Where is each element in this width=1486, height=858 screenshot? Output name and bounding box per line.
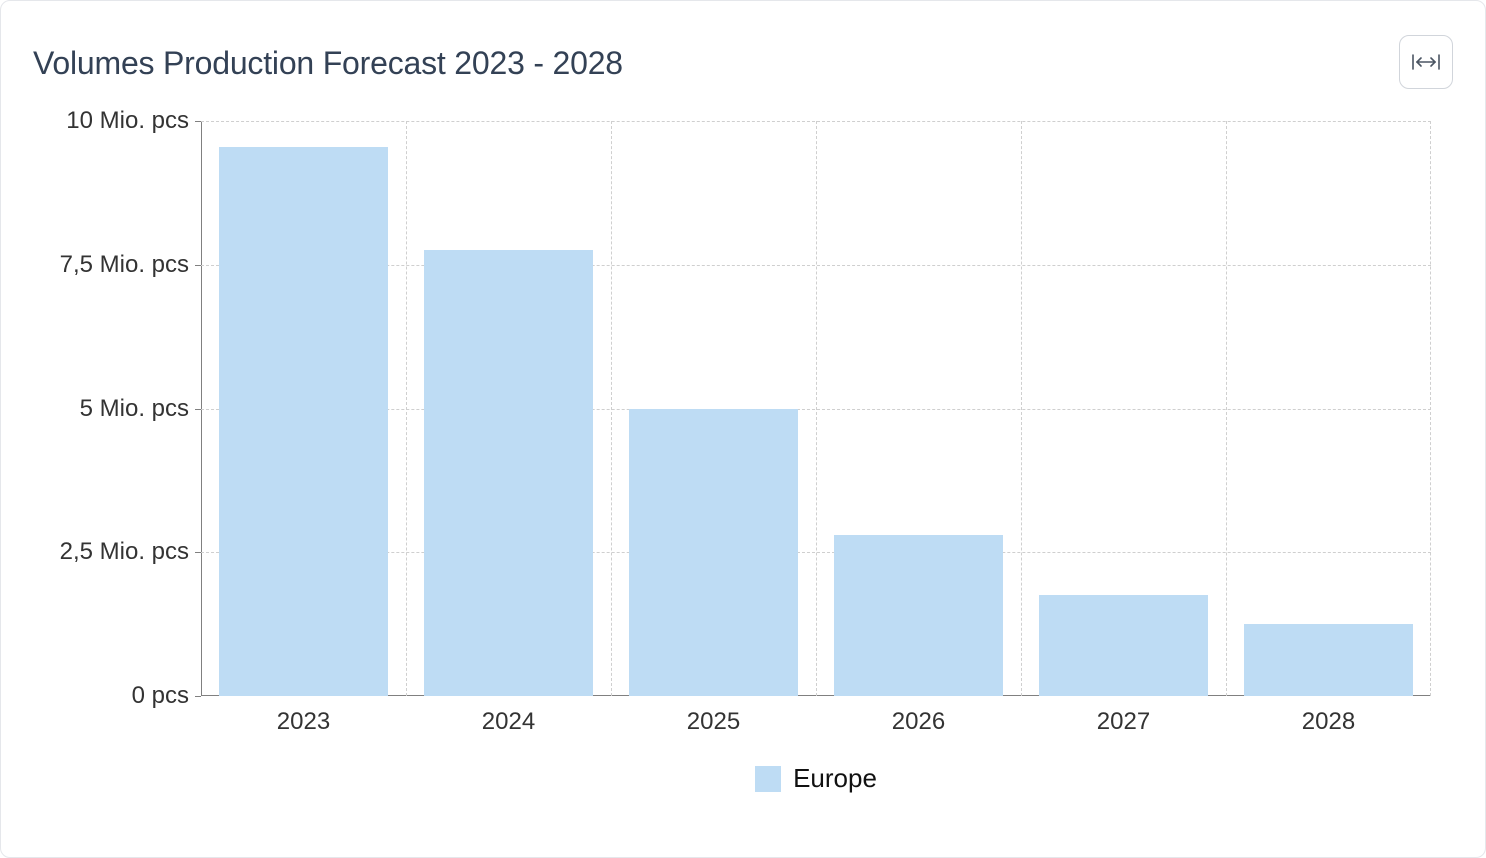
grid-line-vertical (816, 121, 817, 696)
x-axis-label: 2028 (1302, 708, 1355, 736)
bar (1244, 624, 1412, 696)
chart-plot-area: 0 pcs2,5 Mio. pcs5 Mio. pcs7,5 Mio. pcs1… (201, 121, 1431, 696)
y-axis-label: 10 Mio. pcs (66, 107, 189, 135)
zoom-horizontal-button[interactable] (1399, 35, 1453, 89)
grid-line-vertical (611, 121, 612, 696)
bar (219, 147, 387, 696)
y-axis-label: 7,5 Mio. pcs (60, 251, 189, 279)
x-axis-label: 2026 (892, 708, 945, 736)
y-axis-tick (195, 552, 201, 553)
horizontal-zoom-icon (1412, 52, 1440, 72)
chart-legend: Europe (201, 763, 1431, 794)
bar (1039, 595, 1207, 696)
legend-label: Europe (793, 763, 877, 794)
legend-swatch (755, 766, 781, 792)
chart-title: Volumes Production Forecast 2023 - 2028 (33, 45, 623, 82)
grid-line-vertical (1226, 121, 1227, 696)
bar (834, 535, 1002, 696)
y-axis-tick (195, 121, 201, 122)
grid-line-vertical (406, 121, 407, 696)
x-axis-label: 2024 (482, 708, 535, 736)
bar (424, 250, 592, 696)
x-axis-label: 2023 (277, 708, 330, 736)
grid-line-vertical (1430, 121, 1431, 696)
bar (629, 409, 797, 697)
y-axis-label: 2,5 Mio. pcs (60, 538, 189, 566)
y-axis-label: 0 pcs (132, 682, 189, 710)
grid-line-vertical (1021, 121, 1022, 696)
y-axis-tick (195, 696, 201, 697)
y-axis-tick (195, 409, 201, 410)
y-axis-tick (195, 265, 201, 266)
x-axis-label: 2025 (687, 708, 740, 736)
chart-card: Volumes Production Forecast 2023 - 2028 … (0, 0, 1486, 858)
y-axis-label: 5 Mio. pcs (80, 395, 189, 423)
x-axis-label: 2027 (1097, 708, 1150, 736)
